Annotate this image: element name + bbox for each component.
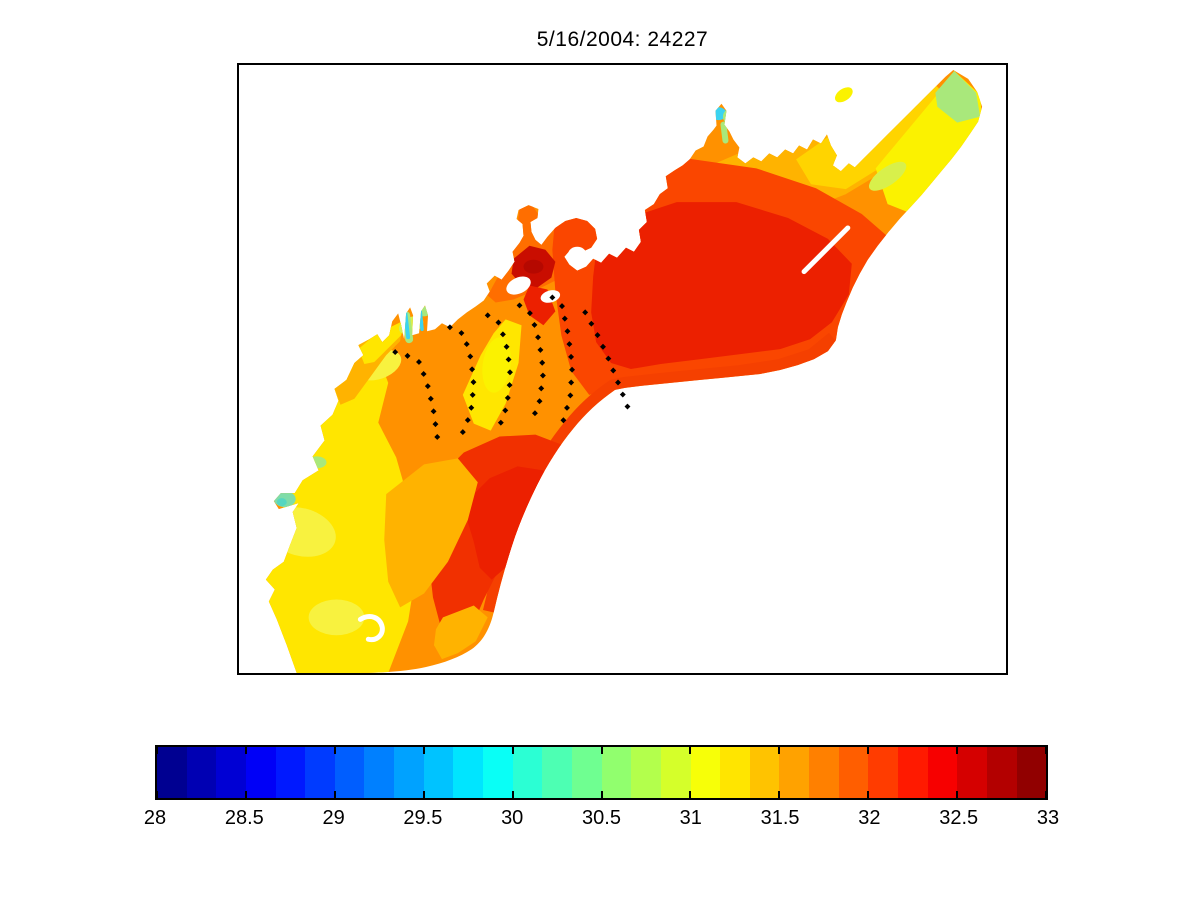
colorbar-tick-label: 31 [679, 807, 702, 829]
colorbar-tick-label: 28 [143, 807, 167, 829]
transect-station-dot [469, 366, 476, 373]
colorbar-band [838, 747, 869, 798]
colorbar-bands [157, 747, 1047, 798]
region-midwest-amber [384, 458, 478, 608]
colorbar-band [868, 747, 899, 798]
colorbar-tick-label: 31.5 [760, 807, 800, 829]
colorbar-band [720, 747, 750, 798]
colorbar-band [571, 747, 602, 798]
colorbar-band [157, 747, 187, 798]
transect-station-dot [505, 356, 512, 363]
colorbar-tick-label: 30.5 [582, 807, 621, 829]
transect-station-dot [582, 309, 589, 316]
offshore-blob [835, 87, 853, 103]
transect-station-dot [560, 417, 567, 424]
region-dark-red-core [523, 259, 544, 274]
colorbar-tick-label: 32 [858, 807, 881, 829]
colorbar-band [898, 747, 928, 798]
colorbar-band [394, 747, 424, 798]
transect-station-dot [567, 392, 574, 399]
colorbar-band [216, 747, 246, 798]
transect-station-dot [559, 303, 565, 310]
region-topinlet-green [722, 109, 734, 124]
colorbar-band [1016, 747, 1047, 798]
hook-inlet [357, 614, 385, 643]
salinity-map [265, 69, 983, 673]
transect-station-dot [503, 343, 510, 350]
colorbar-tick-label: 33 [1036, 807, 1060, 829]
colorbar-tick-label: 32.5 [939, 807, 979, 829]
transect-station-dot [531, 321, 538, 328]
region-bottom-amber [433, 605, 488, 660]
transect-station-dot [568, 379, 575, 386]
colorbar-band [809, 747, 839, 798]
transect-station-dot [568, 353, 575, 360]
transect-station-dot [434, 434, 441, 440]
transect-station-dot [605, 355, 612, 362]
colorbar-tick-label: 30 [501, 807, 524, 829]
region-west-teal-core [276, 498, 287, 507]
island-3 [568, 246, 587, 261]
transect-station-dot [502, 407, 509, 414]
colorbar-band [690, 747, 721, 798]
island-2 [540, 290, 561, 303]
colorbar-band [186, 747, 217, 798]
colorbar-tick-label: 28.5 [224, 807, 264, 829]
transect-station-dot [610, 367, 617, 374]
region-nw-streak-core [482, 337, 511, 393]
region-west-yellow [265, 311, 417, 673]
colorbar-band [927, 747, 958, 798]
transect-station-dot [588, 320, 595, 327]
spit-sliver [801, 225, 851, 275]
island-4 [533, 219, 547, 229]
transect-station-dot [506, 382, 513, 389]
region-topinlet-green-strip [720, 121, 729, 144]
colorbar-band [275, 747, 306, 798]
transect-station-dot [507, 369, 513, 376]
colorbar-band [423, 747, 454, 798]
transect-station-dot [569, 366, 576, 373]
region-ne-green-smudge [868, 161, 907, 191]
region-finger-cyan2 [418, 307, 424, 331]
colorbar-band [631, 747, 661, 798]
colorbar-band [364, 747, 395, 798]
map-axes [237, 63, 1008, 675]
colorbar-tick-label: 29.5 [403, 807, 443, 829]
colorbar-band [660, 747, 691, 798]
region-ne-corner-green [935, 70, 981, 123]
transect-station-dot [619, 391, 626, 398]
region-west-pale2 [308, 599, 365, 636]
region-west-green-smudge [306, 456, 327, 469]
colorbar-band [749, 747, 780, 798]
land-islands [357, 219, 851, 643]
transect-station-dot [424, 383, 431, 390]
transect-station-dot [615, 379, 621, 386]
colorbar-band [957, 747, 987, 798]
colorbar-band [334, 747, 365, 798]
transect-station-dot [536, 398, 543, 405]
colorbar-band [305, 747, 335, 798]
region-east-red-core [591, 202, 852, 369]
region-west-upper-yellow [358, 320, 405, 365]
colorbar-labels: 28 28.5 29 29.5 30 30.5 31 31.5 32 32.5 33 [144, 807, 1059, 833]
colorbar-band [542, 747, 572, 798]
transect-station-dot [470, 379, 477, 386]
transect-station-dot [600, 343, 606, 350]
colorbar-band [453, 747, 484, 798]
transect-station-dot [624, 403, 631, 410]
transect-station-dot [564, 328, 571, 335]
colorbar-band [986, 747, 1017, 798]
transect-station-dot [497, 419, 504, 426]
colorbar-band [483, 747, 513, 798]
region-finger-smudge2 [417, 306, 431, 317]
colorbar-band [245, 747, 276, 798]
colorbar-band [512, 747, 543, 798]
colorbar-tick-label: 29 [322, 807, 345, 829]
plot-title: 5/16/2004: 24227 [536, 28, 709, 51]
island-1 [506, 276, 531, 295]
colorbar-band [779, 747, 810, 798]
colorbar-band [601, 747, 632, 798]
colorbar [155, 745, 1048, 800]
